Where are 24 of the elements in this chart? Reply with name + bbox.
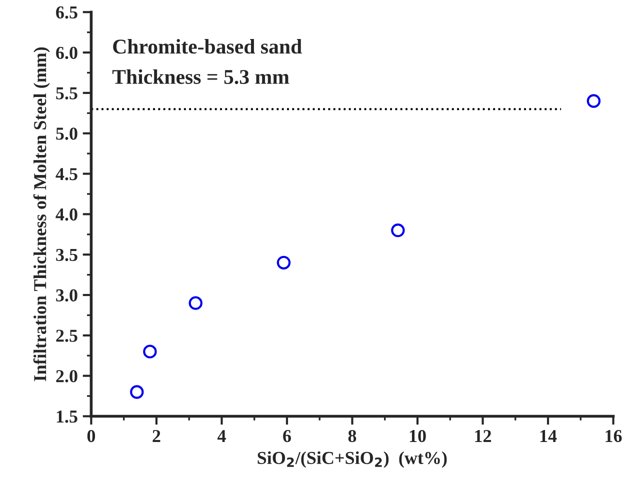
x-tick-label: 4 [217,430,226,442]
y-tick-label: 2.5 [56,330,78,342]
x-tick-label: 12 [475,430,492,442]
y-tick-label: 1.5 [56,410,78,423]
annotation: Chromite-based sand [113,39,302,54]
y-axis-title: Infiltration Thickness of Molten Steel (mm) [33,47,50,382]
x-tick-label: 0 [87,430,96,442]
x-tick-label: 6 [283,430,291,442]
y-tick-label: 4.0 [56,208,78,221]
x-tick-label: 8 [348,430,356,442]
y-tick-label: 2.0 [56,370,78,382]
x-axis-title: SiO$_{2}$/(SiC+SiO$_{2}$) (wt%) [258,451,447,468]
y-tick-label: 6.0 [56,46,78,60]
x-tick-label: 10 [410,430,426,442]
x-tick-label: 2 [152,430,160,442]
y-tick-label: 3.5 [56,248,78,262]
y-tick-label: 4.5 [56,168,78,180]
y-tick-label: 6.5 [56,6,78,19]
y-tick-label: 3.0 [56,289,78,302]
x-tick-label: 16 [606,430,622,442]
x-tick-label: 14 [540,430,557,442]
annotation: Thickness = 5.3 mm [112,69,290,84]
y-tick-label: 5.5 [56,87,78,100]
y-tick-label: 5.0 [56,128,78,140]
